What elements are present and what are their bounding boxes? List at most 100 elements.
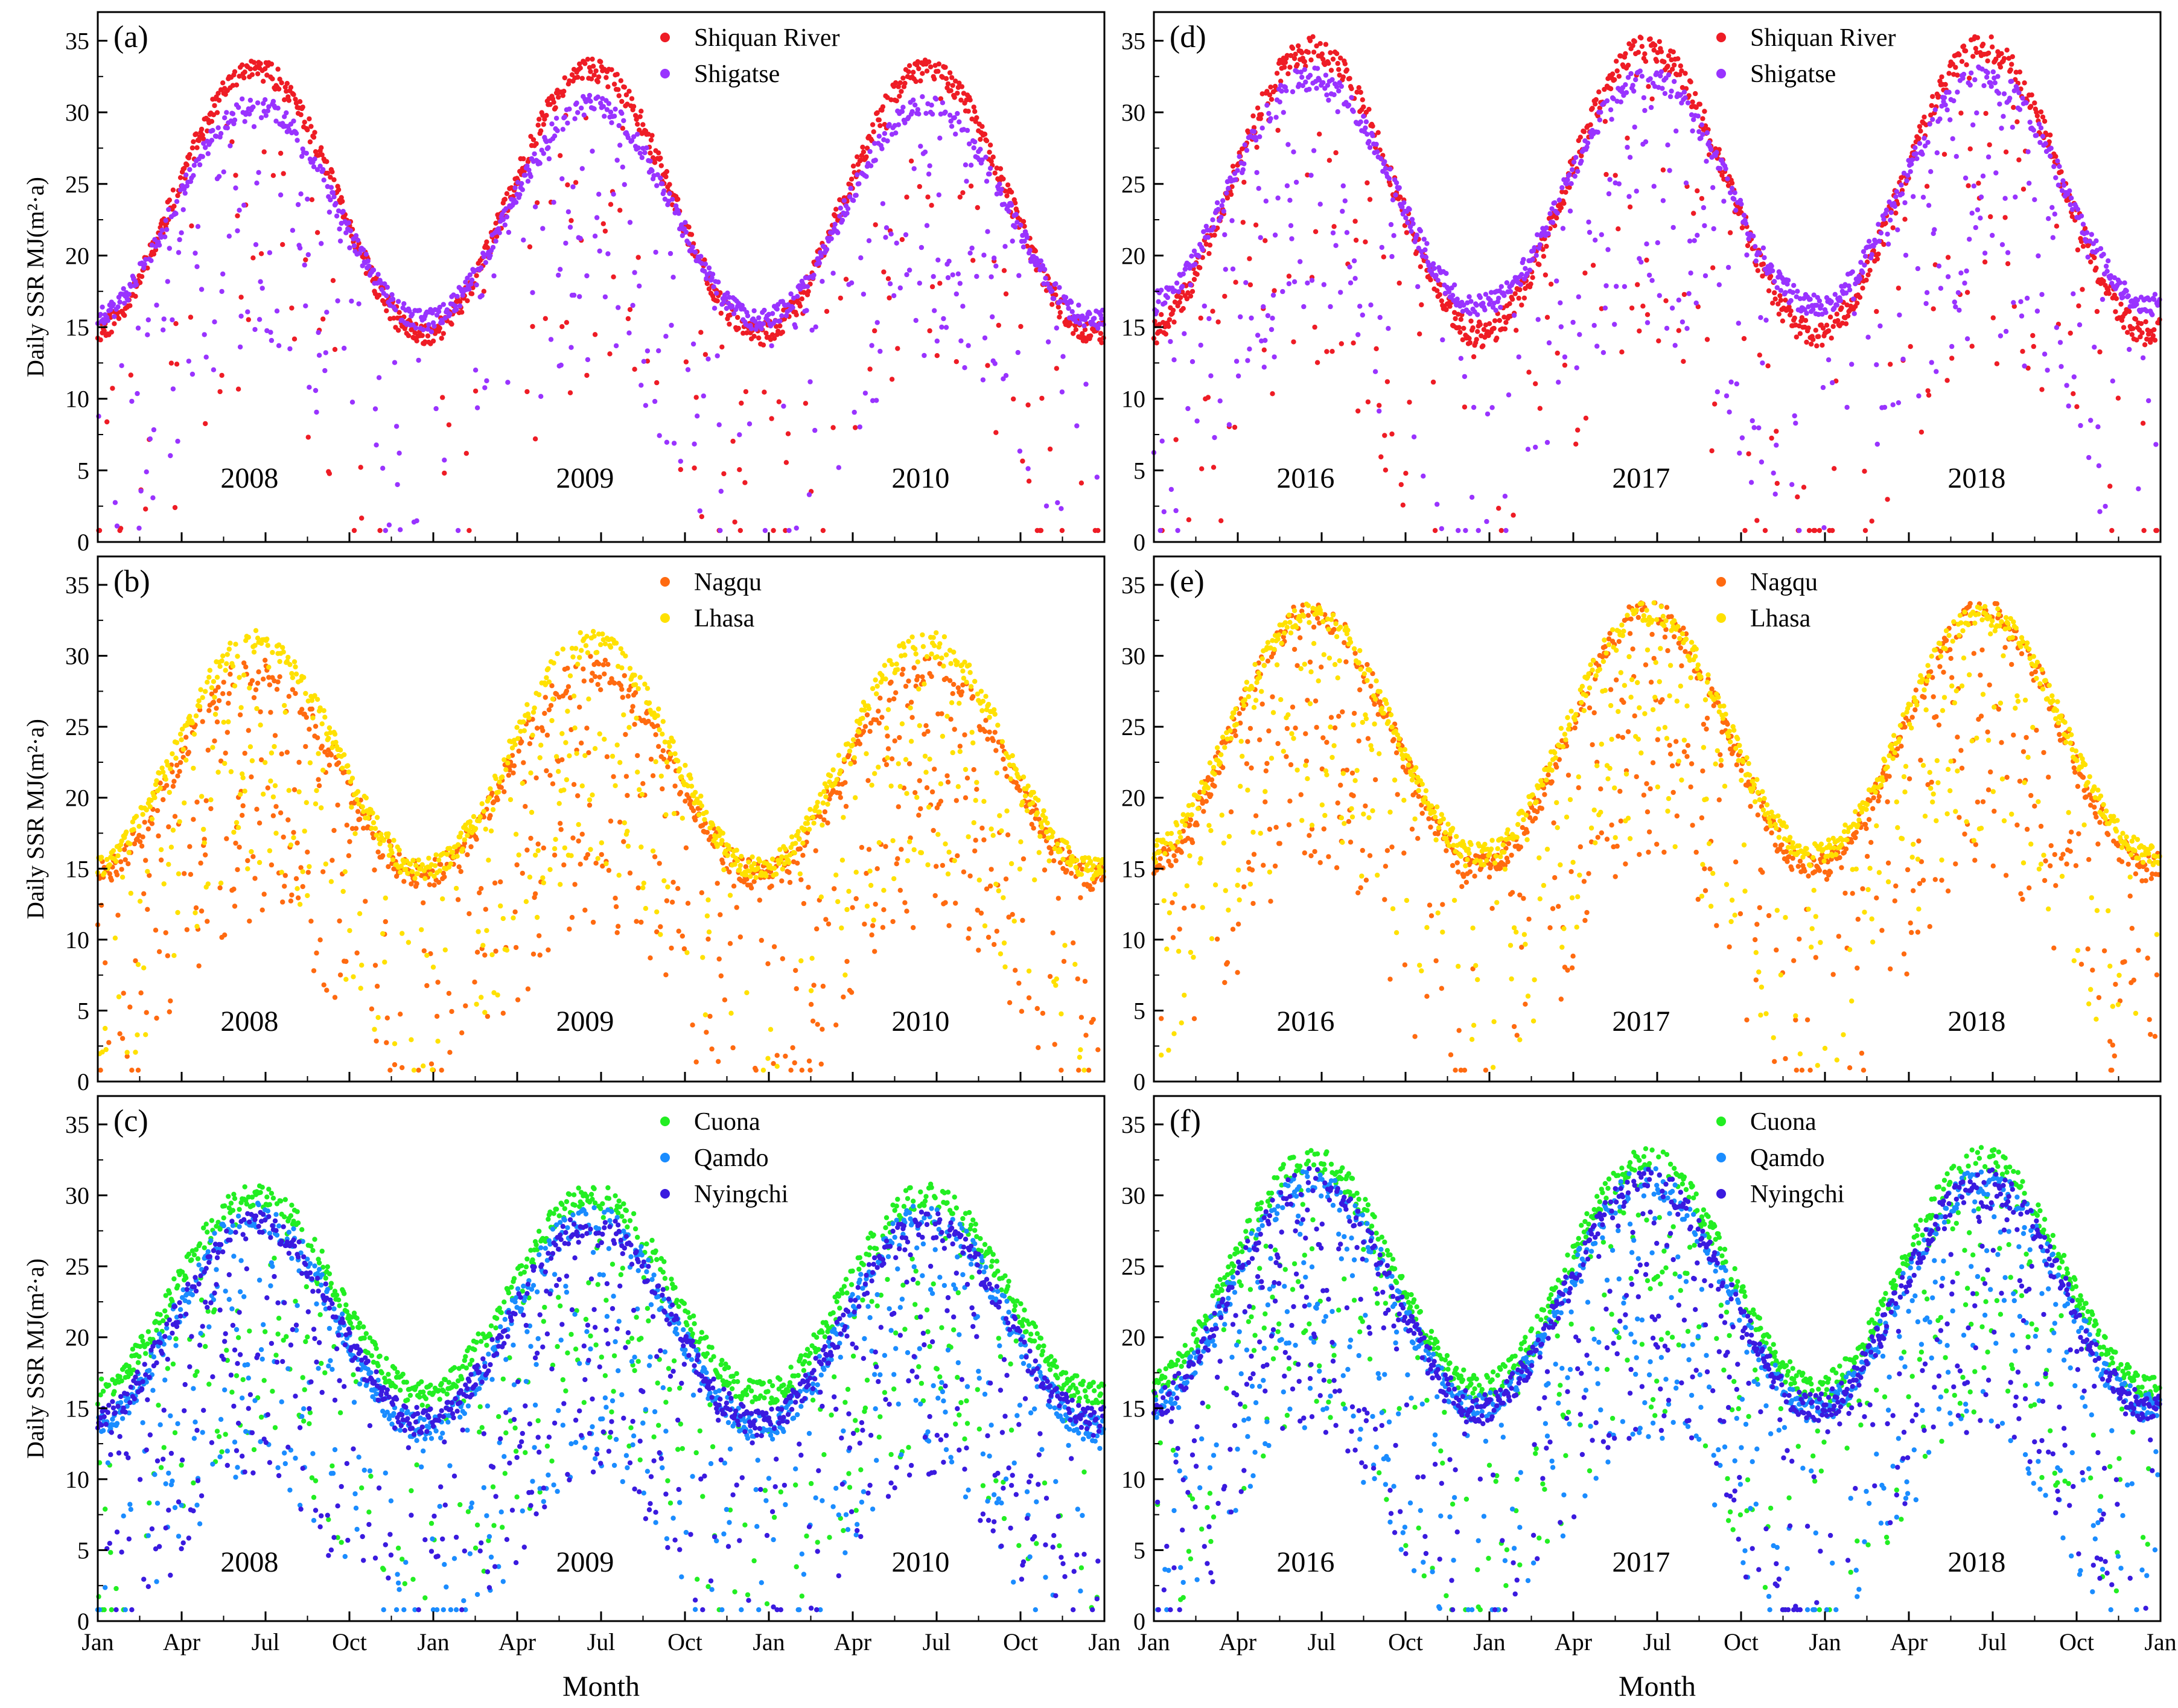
point-shiquan-river xyxy=(732,519,737,525)
point-lhasa xyxy=(588,847,593,852)
point-shigatse xyxy=(1069,299,1074,305)
point-shiquan-river xyxy=(596,74,602,80)
point-nagqu xyxy=(757,897,763,903)
point-nagqu xyxy=(316,783,322,789)
point-shiquan-river xyxy=(214,110,220,115)
point-lhasa xyxy=(512,742,518,748)
point-cuona xyxy=(223,1432,228,1437)
point-lhasa xyxy=(987,715,992,720)
point-shiquan-river xyxy=(614,72,620,77)
point-lhasa xyxy=(573,646,579,651)
point-shiquan-river xyxy=(1005,182,1011,188)
point-lhasa xyxy=(359,963,365,968)
point-nagqu xyxy=(187,844,193,849)
point-shiquan-river xyxy=(168,360,174,366)
point-shigatse xyxy=(559,176,565,182)
point-nagqu xyxy=(165,953,170,958)
point-shigatse xyxy=(919,244,925,250)
point-nagqu xyxy=(474,836,479,842)
point-nagqu xyxy=(495,797,500,803)
point-lhasa xyxy=(396,847,402,853)
point-cuona xyxy=(519,1263,524,1269)
point-nagqu xyxy=(511,763,517,769)
point-lhasa xyxy=(127,841,133,847)
point-shigatse xyxy=(314,409,319,415)
point-lhasa xyxy=(734,847,739,853)
point-nagqu xyxy=(546,707,552,713)
point-shigatse xyxy=(670,275,676,280)
point-lhasa xyxy=(258,722,263,728)
point-nagqu xyxy=(235,867,240,873)
point-cuona xyxy=(304,1284,309,1290)
point-shigatse xyxy=(395,299,401,304)
point-lhasa xyxy=(490,807,496,812)
point-nagqu xyxy=(579,741,584,746)
point-shigatse xyxy=(575,110,581,115)
point-nagqu xyxy=(401,879,407,884)
point-shigatse xyxy=(233,185,238,191)
point-nagqu xyxy=(392,1062,398,1068)
point-nagqu xyxy=(237,712,243,718)
point-lhasa xyxy=(710,822,716,828)
point-nagqu xyxy=(683,845,689,851)
point-nagqu xyxy=(398,1012,403,1017)
point-nagqu xyxy=(670,879,676,885)
point-nagqu xyxy=(955,685,961,690)
point-nagqu xyxy=(915,674,921,680)
point-lhasa xyxy=(1026,968,1032,974)
point-lhasa xyxy=(287,661,293,668)
point-nagqu xyxy=(630,704,635,709)
point-shiquan-river xyxy=(223,92,228,97)
point-lhasa xyxy=(183,757,189,763)
point-cuona xyxy=(405,1397,410,1403)
point-shigatse xyxy=(209,138,215,143)
point-nagqu xyxy=(513,945,519,951)
point-nagqu xyxy=(434,1013,440,1019)
point-nagqu xyxy=(304,715,309,720)
point-shiquan-river xyxy=(437,325,442,331)
point-cuona xyxy=(537,1228,542,1234)
point-shiquan-river xyxy=(246,317,251,322)
point-shigatse xyxy=(454,293,460,299)
point-cuona xyxy=(161,1445,167,1450)
point-shigatse xyxy=(1059,506,1064,511)
point-lhasa xyxy=(480,943,486,948)
point-nagqu xyxy=(592,674,598,680)
point-nagqu xyxy=(171,779,177,784)
point-nagqu xyxy=(166,824,171,830)
point-nagqu xyxy=(611,774,616,780)
point-shigatse xyxy=(221,169,226,174)
point-shigatse xyxy=(284,110,289,116)
point-nagqu xyxy=(806,1058,812,1064)
point-nagqu xyxy=(932,893,938,899)
point-nagqu xyxy=(498,879,503,885)
point-shiquan-river xyxy=(584,372,590,378)
point-shigatse xyxy=(313,387,319,394)
point-shiquan-river xyxy=(332,346,338,352)
point-lhasa xyxy=(116,994,122,999)
point-shigatse xyxy=(812,427,818,433)
point-nagqu xyxy=(482,952,488,958)
point-lhasa xyxy=(917,723,923,728)
point-lhasa xyxy=(249,849,254,855)
point-nagqu xyxy=(966,926,972,932)
point-nagqu xyxy=(623,731,628,738)
point-shigatse xyxy=(298,191,304,197)
point-shigatse xyxy=(664,439,670,445)
point-shigatse xyxy=(353,233,359,238)
point-shigatse xyxy=(323,350,328,355)
point-shigatse xyxy=(685,367,691,372)
point-shigatse xyxy=(521,237,526,243)
point-cuona xyxy=(523,1264,529,1270)
point-lhasa xyxy=(635,686,641,692)
point-shigatse xyxy=(999,186,1004,192)
point-lhasa xyxy=(199,794,205,799)
point-lhasa xyxy=(808,988,814,993)
point-nagqu xyxy=(109,878,114,883)
point-shigatse xyxy=(168,453,173,459)
point-nagqu xyxy=(640,781,646,786)
point-cuona xyxy=(273,1353,279,1358)
point-shigatse xyxy=(804,284,810,289)
